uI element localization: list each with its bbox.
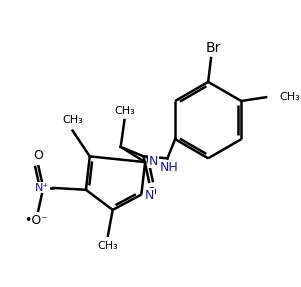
Text: N⁺: N⁺ [35,183,49,193]
Text: O: O [33,149,43,162]
Text: CH₃: CH₃ [98,241,118,251]
Text: •O⁻: •O⁻ [24,214,48,227]
Text: CH₃: CH₃ [279,92,300,102]
Text: N: N [149,155,158,168]
Text: O: O [146,186,156,199]
Text: Br: Br [205,40,221,55]
Text: N: N [145,189,155,202]
Text: CH₃: CH₃ [62,115,83,125]
Text: CH₃: CH₃ [114,106,135,116]
Text: NH: NH [160,161,179,174]
